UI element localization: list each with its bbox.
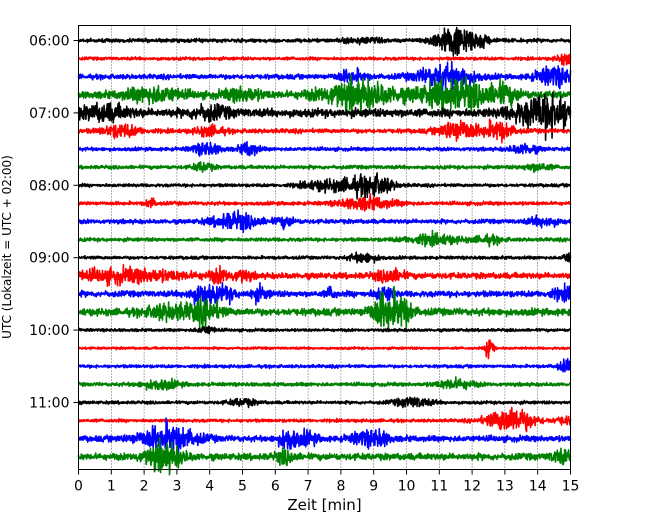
trace-0900 <box>77 251 572 264</box>
x-tick-label-8: 8 <box>336 479 345 495</box>
x-axis-label: Zeit [min] <box>287 496 361 514</box>
seismic-traces <box>77 26 572 476</box>
trace-0815 <box>77 193 572 212</box>
trace-1100 <box>77 396 572 409</box>
x-tick-label-10: 10 <box>398 479 416 495</box>
y-tick-label-4: 10:00 <box>29 323 69 339</box>
y-tick-label-3: 09:00 <box>29 251 69 267</box>
trace-0745 <box>77 161 572 174</box>
x-tick-label-14: 14 <box>529 479 547 495</box>
x-tick-label-0: 0 <box>74 479 83 495</box>
plot-frame <box>78 25 571 470</box>
trace-0830 <box>77 209 572 233</box>
y-tick-label-1: 07:00 <box>29 106 69 122</box>
x-tick-label-12: 12 <box>463 479 481 495</box>
trace-1015 <box>77 339 571 360</box>
trace-0700 <box>77 91 572 141</box>
x-tick-label-11: 11 <box>430 479 448 495</box>
vertical-gridlines <box>111 25 539 470</box>
trace-0600 <box>77 26 572 57</box>
y-axis-ticks: 06:00 07:00 08:00 09:00 10:00 11:00 <box>29 34 79 412</box>
trace-0945 <box>77 285 572 332</box>
trace-0630 <box>77 60 572 94</box>
trace-1145 <box>77 436 572 476</box>
y-tick-label-2: 08:00 <box>29 178 69 194</box>
y-tick-label-0: 06:00 <box>29 34 69 50</box>
y-axis-label: UTC (Lokalzeit = UTC + 02:00) <box>0 155 14 339</box>
x-tick-label-13: 13 <box>496 479 514 495</box>
trace-0915 <box>77 263 571 287</box>
x-tick-label-4: 4 <box>205 479 214 495</box>
trace-0615 <box>77 53 572 67</box>
x-tick-label-9: 9 <box>369 479 378 495</box>
x-tick-label-2: 2 <box>140 479 149 495</box>
trace-0930 <box>77 281 572 306</box>
x-tick-label-7: 7 <box>304 479 313 495</box>
x-tick-label-6: 6 <box>271 479 280 495</box>
x-tick-label-5: 5 <box>238 479 247 495</box>
trace-1030 <box>77 357 572 373</box>
trace-1045 <box>77 376 571 391</box>
trace-0800 <box>78 172 572 203</box>
x-tick-label-3: 3 <box>172 479 181 495</box>
x-tick-label-1: 1 <box>107 479 116 495</box>
x-tick-label-15: 15 <box>562 479 580 495</box>
trace-0715 <box>77 118 572 144</box>
trace-0645 <box>77 74 572 116</box>
y-tick-label-5: 11:00 <box>29 396 69 412</box>
x-axis-ticks: 0 1 2 3 4 5 6 7 8 9 10 11 12 13 14 15 <box>74 469 580 495</box>
trace-1115 <box>77 406 572 433</box>
trace-1000 <box>78 325 572 335</box>
trace-0845 <box>77 229 572 248</box>
trace-0730 <box>77 140 571 157</box>
